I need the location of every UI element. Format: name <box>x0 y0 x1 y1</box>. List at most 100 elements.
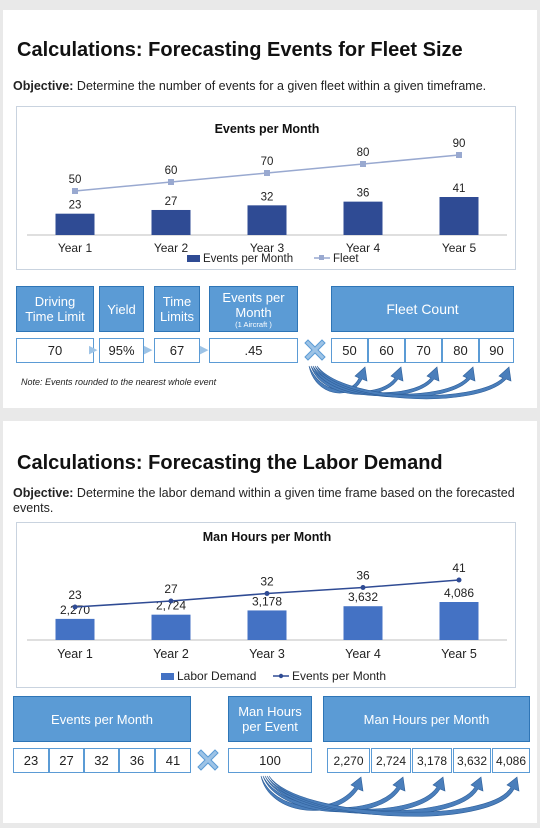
yield-value: 95% <box>99 338 144 363</box>
bar-data-label: 3,632 <box>348 590 378 604</box>
line-point <box>72 604 78 610</box>
events-per-month-header: Events per Month (1 Aircraft ) <box>209 286 298 332</box>
line-data-label: 32 <box>260 575 274 589</box>
driving-time-limit-value: 70 <box>16 338 94 363</box>
bar <box>55 213 95 235</box>
line-data-label: 60 <box>165 165 178 177</box>
events-value: 41 <box>155 748 191 773</box>
rounding-note: Note: Events rounded to the nearest whol… <box>21 377 217 387</box>
objective-label: Objective: <box>13 79 74 93</box>
man-hours-value: 3,178 <box>412 748 452 773</box>
bar-data-label: 32 <box>261 191 274 203</box>
man-hours-per-event-header: Man Hours per Event <box>228 696 312 742</box>
line-point <box>456 152 462 158</box>
x-tick-label: Year 1 <box>58 241 93 255</box>
x-tick-label: Year 3 <box>250 241 285 255</box>
legend-entry: Fleet <box>333 253 359 265</box>
bar-data-label: 3,178 <box>252 594 282 608</box>
line-point <box>456 577 462 583</box>
chart-title: Man Hours per Month <box>203 530 331 544</box>
events-per-month-label-2: Month <box>235 304 272 320</box>
slide2-objective: Objective: Determine the labor demand wi… <box>13 486 523 516</box>
arrow-right-icon: ▶ <box>144 344 153 356</box>
bar <box>151 209 191 235</box>
line-data-label: 50 <box>69 174 82 186</box>
events-per-month-header: Events per Month <box>13 696 191 742</box>
man-hours-value: 4,086 <box>492 748 530 773</box>
man-hours-per-event-value: 100 <box>228 748 312 773</box>
fleet-count-value: 60 <box>368 338 405 363</box>
line-data-label: 23 <box>68 588 82 602</box>
time-limits-header: Time Limits <box>154 286 200 332</box>
bar-data-label: 4,086 <box>444 586 474 600</box>
legend-bar-swatch <box>187 255 200 262</box>
x-tick-label: Year 2 <box>153 647 189 661</box>
slide1-title: Calculations: Forecasting Events for Fle… <box>17 39 463 61</box>
bar <box>55 618 95 640</box>
fleet-count-value: 90 <box>479 338 514 363</box>
fleet-count-header: Fleet Count <box>331 286 514 332</box>
events-per-month-label-1: Events per <box>222 289 285 305</box>
driving-time-limit-label-1: Driving <box>34 294 76 309</box>
line-point <box>264 591 270 596</box>
arrow-right-icon: ▶ <box>89 344 98 356</box>
yield-header: Yield <box>99 286 144 332</box>
events-value: 32 <box>84 748 119 773</box>
time-limits-value: 67 <box>154 338 200 363</box>
objective-text: Determine the labor demand within a give… <box>13 486 515 515</box>
legend-entry: Events per Month <box>292 669 386 683</box>
x-tick-label: Year 5 <box>442 241 477 255</box>
line-point <box>264 170 270 176</box>
events-per-month-label: Events per Month <box>51 711 153 727</box>
man-hours-per-event-label-2: per Event <box>242 719 298 734</box>
events-value: 27 <box>49 748 84 773</box>
line-data-label: 90 <box>453 138 466 150</box>
line-data-label: 36 <box>356 569 370 583</box>
line-point <box>360 585 366 590</box>
x-tick-label: Year 4 <box>345 647 381 661</box>
time-limits-label-2: Limits <box>160 309 194 324</box>
slide1-objective: Objective: Determine the number of event… <box>13 79 486 94</box>
events-per-month-chart: Events per Month 23 Year 1 27 Year 2 32 Year 3… <box>16 106 516 270</box>
legend-bar-swatch <box>161 673 174 680</box>
arrow-right-icon: ▶ <box>200 344 209 356</box>
line-point <box>168 179 174 185</box>
bar-data-label: 23 <box>69 200 82 212</box>
multiply-icon <box>304 339 326 361</box>
slide-labor-demand: Calculations: Forecasting the Labor Dema… <box>3 421 537 823</box>
bar <box>247 205 287 235</box>
yield-label: Yield <box>107 301 136 317</box>
fleet-count-label: Fleet Count <box>386 300 459 317</box>
driving-time-limit-label-2: Time Limit <box>25 309 85 324</box>
events-per-month-value: .45 <box>209 338 298 363</box>
line-point <box>360 161 366 167</box>
line-data-label: 41 <box>452 561 466 575</box>
fleet-count-value: 50 <box>331 338 368 363</box>
legend-line-marker <box>278 673 284 679</box>
bar-data-label: 27 <box>165 196 178 208</box>
x-tick-label: Year 3 <box>249 647 285 661</box>
x-tick-label: Year 1 <box>57 647 93 661</box>
bar <box>439 602 479 640</box>
man-hours-per-month-label: Man Hours per Month <box>363 711 490 727</box>
man-hours-per-event-label-1: Man Hours <box>238 704 302 719</box>
bar <box>343 606 383 640</box>
legend-entry: Labor Demand <box>177 669 256 683</box>
man-hours-per-month-chart: Man Hours per Month 2,270 Year 1 2,724 Year … <box>16 522 516 688</box>
man-hours-value: 2,724 <box>371 748 411 773</box>
x-tick-label: Year 5 <box>441 647 477 661</box>
man-hours-value: 3,632 <box>453 748 491 773</box>
time-limits-label-1: Time <box>162 294 192 309</box>
objective-label: Objective: <box>13 486 74 500</box>
fleet-count-value: 70 <box>405 338 442 363</box>
slide2-title: Calculations: Forecasting the Labor Dema… <box>17 452 443 474</box>
line-data-label: 27 <box>164 582 178 596</box>
man-hours-per-month-header: Man Hours per Month <box>323 696 530 742</box>
events-value: 36 <box>119 748 155 773</box>
bar <box>151 614 191 640</box>
slide-fleet-size: Calculations: Forecasting Events for Fle… <box>3 10 537 408</box>
line-point <box>168 598 174 604</box>
events-per-month-chart-svg: Events per Month 23 Year 1 27 Year 2 32 Year 3… <box>27 122 507 265</box>
line-point <box>72 188 78 194</box>
